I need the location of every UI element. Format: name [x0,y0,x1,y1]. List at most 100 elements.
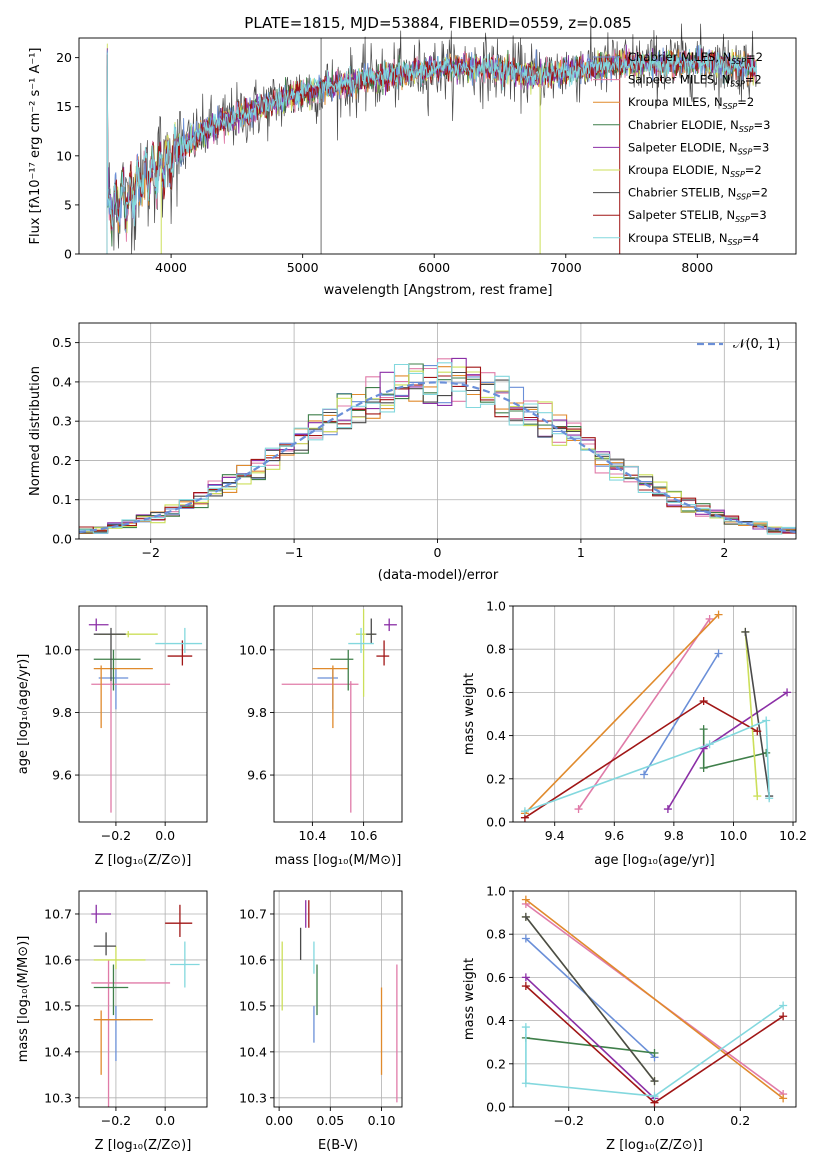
legend-label-n: =2 [745,73,762,87]
spectrum-lines [106,15,757,255]
legend-label-n: =4 [742,231,759,245]
spectrum-title: PLATE=1815, MJD=53884, FIBERID=0559, z=0… [244,14,631,32]
ebv_mass-xtick-label: 0.00 [265,1113,293,1128]
z_weight-marker [521,912,530,921]
residuals-panel: 𝒩(0, 1) −2 −1 0 1 2 0.0 0.1 0.2 0.3 0.4 0.5 (data-… [28,322,797,583]
age_weight-marker [783,688,792,697]
ebv_mass-ytick-label: 10.4 [239,1044,267,1059]
age_weight-ylabel: mass weight [462,673,477,755]
spectrum-ytick-label: 0 [64,247,72,262]
legend-label-text: Kroupa ELODIE, N [628,163,730,177]
z-mass-panel: −0.2 0.0 10.3 10.4 10.5 10.6 10.7 Z [log₁₀(Z/Z⊙… [16,890,208,1153]
legend-label-sub: SSP [736,193,751,202]
age_weight-xtick-label: 10.0 [720,828,748,843]
z_mass-point-kroupa_elodie [93,946,146,970]
residuals-xtick-label: 0 [434,545,442,560]
legend-label-n: =2 [746,50,763,64]
z_age-point-chabrier_elodie [93,649,141,691]
z_mass-xtick-label: −0.2 [101,1113,131,1128]
legend-label-n: =3 [754,118,771,132]
legend-label-text: Chabrier STELIB, N [628,186,736,200]
age_weight-ytick-label: 0.8 [486,642,506,657]
z_age-point-salpeter_elodie [88,618,109,632]
ebv_mass-xlabel: E(B-V) [318,1138,358,1153]
age_weight-marker [705,614,714,623]
z_mass-point-salpeter_stelib [165,904,193,937]
legend-label: Salpeter STELIB, NSSP=3 [628,208,767,224]
spectrum-ticks: 4000 5000 6000 7000 8000 0 5 10 15 20 [56,50,713,275]
spectrum-ytick-label: 10 [56,148,72,163]
z_mass-ytick-label: 10.5 [44,998,72,1013]
legend-label-text: Salpeter ELODIE, N [628,140,738,154]
legend-label-sub: SSP [730,170,745,179]
z_weight-marker [521,1079,530,1088]
mass_age-ytick-label: 9.6 [247,768,267,783]
age_weight-marker [753,727,762,736]
legend-label-text: Kroupa MILES, N [628,95,723,109]
age_weight-marker [762,716,771,725]
z_mass-ytick-label: 10.6 [44,952,72,967]
z-age-panel: −0.2 0.0 9.6 9.8 10.0 Z [log₁₀(Z/Z⊙)] age [log… [16,605,208,868]
age-weight-panel: 9.4 9.6 9.8 10.0 10.2 0.0 0.2 0.4 0.6 0.8 1.0 age [… [462,599,807,869]
ebv_mass-ytick-label: 10.5 [239,998,267,1013]
residuals-xtick-label: 2 [720,545,728,560]
age_weight-xtick-label: 9.4 [545,828,565,843]
age_weight-xtick-label: 9.6 [604,828,624,843]
z_weight-marker [650,1092,659,1101]
residuals-ytick-label: 0.1 [52,492,72,507]
ebv_mass-ytick-label: 10.6 [239,952,267,967]
ebv_mass-frame [273,890,403,1108]
residual-histogram-chabrier_stelib [79,371,796,534]
age_weight-xtick-label: 9.8 [664,828,684,843]
residuals-ticks: −2 −1 0 1 2 0.0 0.1 0.2 0.3 0.4 0.5 [52,335,728,560]
gaussian-curve [78,381,797,534]
legend-label-text: Salpeter MILES, N [628,73,730,87]
residuals-ytick-label: 0.2 [52,453,72,468]
z_weight-marker [521,982,530,991]
z_age-point-salpeter_stelib [167,640,193,666]
age_weight-xlabel: age [log₁₀(age/yr)] [594,853,715,868]
z_age-point-kroupa_stelib [155,627,203,653]
legend-label: Salpeter ELODIE, NSSP=3 [628,140,769,156]
age_weight-marker [520,807,529,816]
z_weight-xlabel: Z [log₁₀(Z/Z⊙)] [606,1138,703,1153]
age_weight-marker [699,697,708,706]
residuals-ytick-label: 0.4 [52,374,72,389]
z_weight-marker [521,1023,530,1032]
z_weight-series-kroupa_miles [525,898,784,1100]
z_age-xtick-label: 0.0 [155,828,175,843]
age_weight-ytick-label: 0.6 [486,685,506,700]
z_weight-marker [650,1049,659,1057]
spectrum-ytick-label: 20 [56,50,72,65]
residuals-ytick-label: 0.5 [52,335,72,350]
residuals-xtick-label: −1 [285,545,303,560]
legend-label-sub: SSP [738,147,753,156]
mass_age-ytick-label: 9.8 [247,705,267,720]
legend-label: Kroupa MILES, NSSP=2 [628,95,754,111]
ebv_mass-ytick-label: 10.7 [239,906,267,921]
legend-label: Chabrier MILES, NSSP=2 [628,50,763,66]
z_weight-xtick-label: 0.2 [730,1113,750,1128]
residuals-xlabel: (data-model)/error [378,568,499,583]
legend-label-sub: SSP [731,57,746,66]
spectrum-ylabel: Flux [fλ10⁻¹⁷ erg cm⁻² s⁻¹ A⁻¹] [28,48,43,245]
mass_age-point-chabrier_elodie [330,649,354,691]
mass_age-point-kroupa_stelib [348,627,374,653]
legend-label-n: =3 [752,140,769,154]
z_mass-point-kroupa_miles [93,1010,153,1075]
age_weight-marker [714,610,723,619]
age_weight-ytick-label: 0.4 [486,728,506,743]
ebv_mass-xtick-label: 0.10 [368,1113,396,1128]
ebv-mass-panel: 0.00 0.05 0.10 10.3 10.4 10.5 10.6 10.7 E(B-V) [239,890,403,1153]
mass_age-xtick-label: 10.6 [350,828,378,843]
legend-label-n: =3 [750,208,767,222]
age_weight-marker [699,725,708,734]
gaussian-legend-label: 𝒩(0, 1) [733,337,780,352]
spectrum-line-kroupa_stelib [106,44,757,255]
z_mass-ytick-label: 10.4 [44,1044,72,1059]
z_weight-frame [512,890,797,1108]
z_mass-point-salpeter_elodie [91,904,111,924]
spectrum-xtick-label: 6000 [418,260,450,275]
spectrum-xtick-label: 5000 [287,260,319,275]
